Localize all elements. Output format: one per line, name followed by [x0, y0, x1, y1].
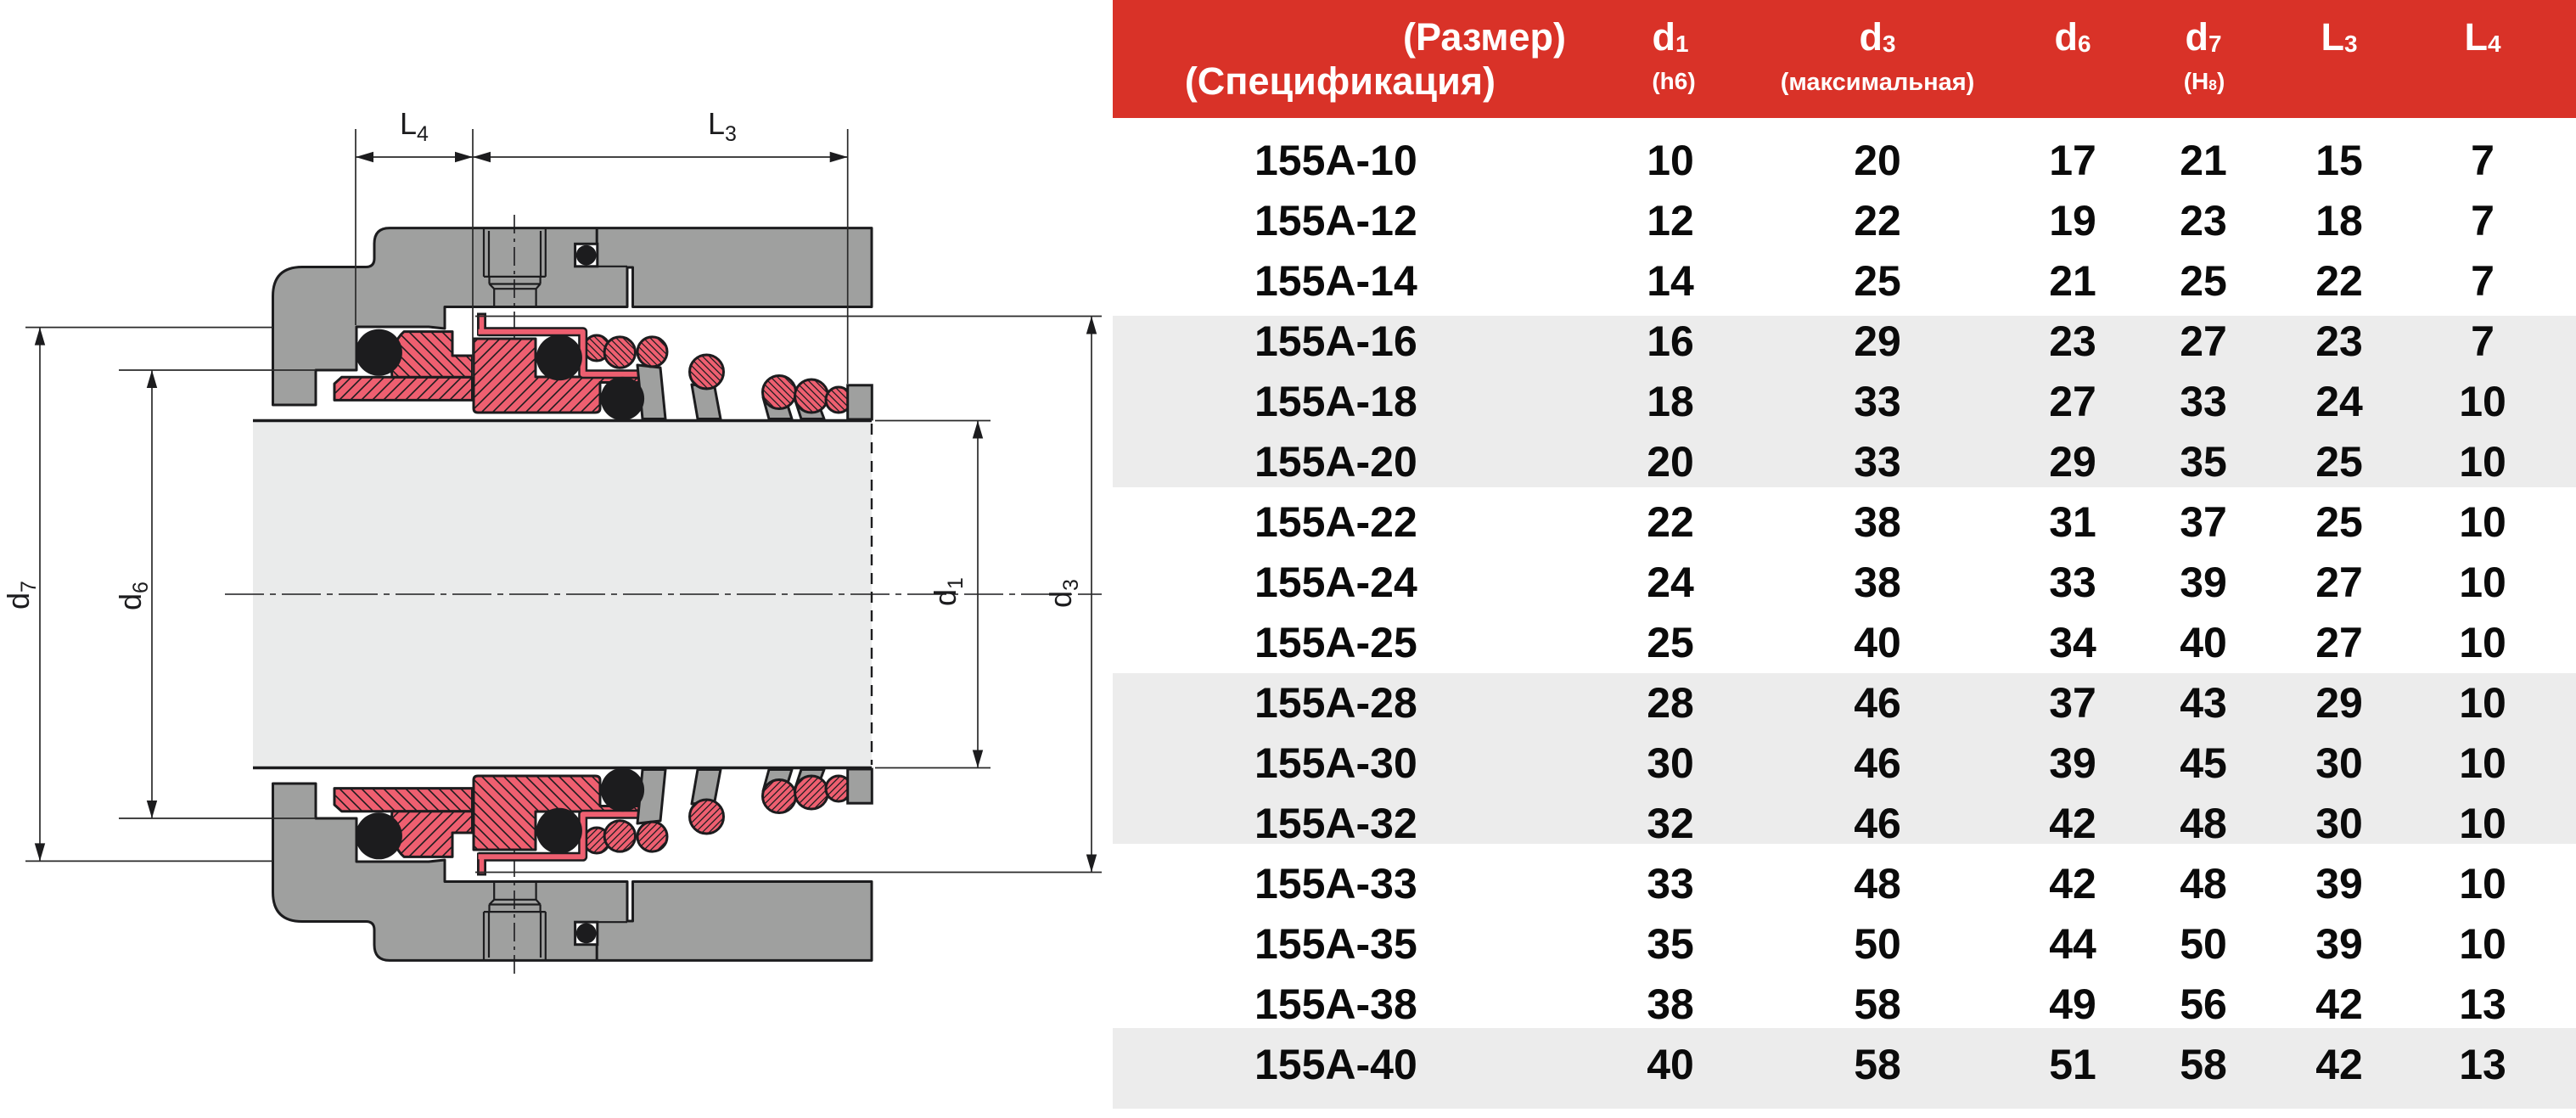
svg-text:d6: d6 — [113, 581, 153, 610]
svg-text:d7: d7 — [1, 581, 41, 610]
svg-text:d1: d1 — [928, 577, 968, 606]
svg-text:d3: d3 — [1043, 579, 1083, 608]
svg-text:L4: L4 — [400, 106, 429, 146]
svg-text:L3: L3 — [708, 106, 737, 146]
